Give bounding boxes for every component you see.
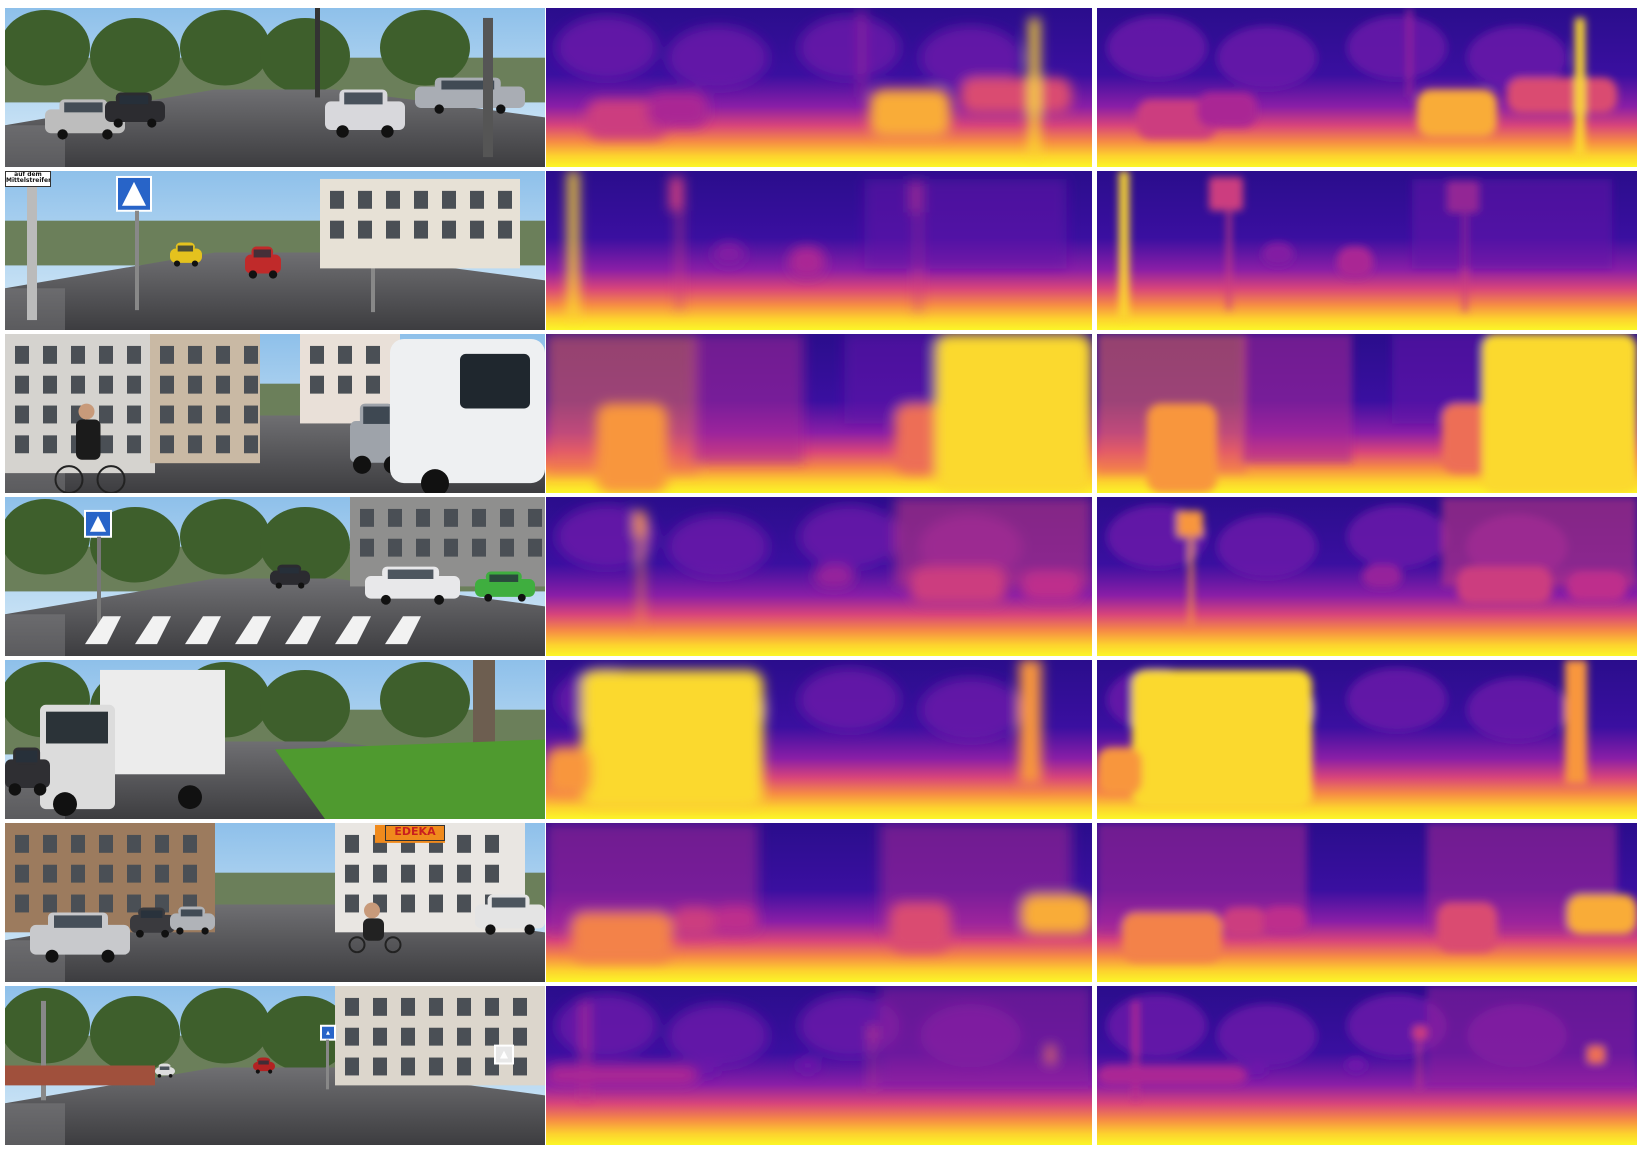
depth-prediction-a-row-3 (546, 334, 1092, 493)
depth-prediction-b-row-7 (1097, 986, 1637, 1145)
input-rgb-row-2 (5, 171, 545, 330)
depth-map (1097, 660, 1637, 819)
input-rgb-row-6 (5, 823, 545, 982)
depth-prediction-a-row-5 (546, 660, 1092, 819)
depth-prediction-b-row-5 (1097, 660, 1637, 819)
shop-sign-text: EDEKA (385, 825, 445, 841)
street-photo (5, 823, 545, 982)
depth-prediction-a-row-7 (546, 986, 1092, 1145)
street-photo (5, 171, 545, 330)
input-rgb-row-1 (5, 8, 545, 167)
depth-map (546, 986, 1092, 1145)
depth-map (1097, 986, 1637, 1145)
depth-map (1097, 823, 1637, 982)
street-photo (5, 660, 545, 819)
depth-map (546, 334, 1092, 493)
depth-prediction-b-row-4 (1097, 497, 1637, 656)
input-rgb-row-7 (5, 986, 545, 1145)
depth-map (546, 823, 1092, 982)
depth-map (546, 497, 1092, 656)
depth-prediction-a-row-1 (546, 8, 1092, 167)
input-rgb-row-3 (5, 334, 545, 493)
depth-prediction-a-row-4 (546, 497, 1092, 656)
street-sign-text: auf dem Mittelstreifen (5, 171, 51, 187)
depth-prediction-b-row-1 (1097, 8, 1637, 167)
depth-prediction-b-row-6 (1097, 823, 1637, 982)
street-photo (5, 986, 545, 1145)
depth-map (1097, 334, 1637, 493)
input-rgb-row-4 (5, 497, 545, 656)
depth-prediction-b-row-3 (1097, 334, 1637, 493)
depth-map (1097, 497, 1637, 656)
depth-map (1097, 8, 1637, 167)
street-photo (5, 497, 545, 656)
street-photo (5, 8, 545, 167)
street-photo (5, 334, 545, 493)
depth-prediction-b-row-2 (1097, 171, 1637, 330)
input-rgb-row-5 (5, 660, 545, 819)
depth-map (546, 660, 1092, 819)
depth-map (546, 8, 1092, 167)
depth-map (1097, 171, 1637, 330)
depth-map (546, 171, 1092, 330)
depth-prediction-a-row-2 (546, 171, 1092, 330)
depth-comparison-grid: auf dem Mittelstreifen EDEKA (5, 8, 1637, 1146)
depth-prediction-a-row-6 (546, 823, 1092, 982)
